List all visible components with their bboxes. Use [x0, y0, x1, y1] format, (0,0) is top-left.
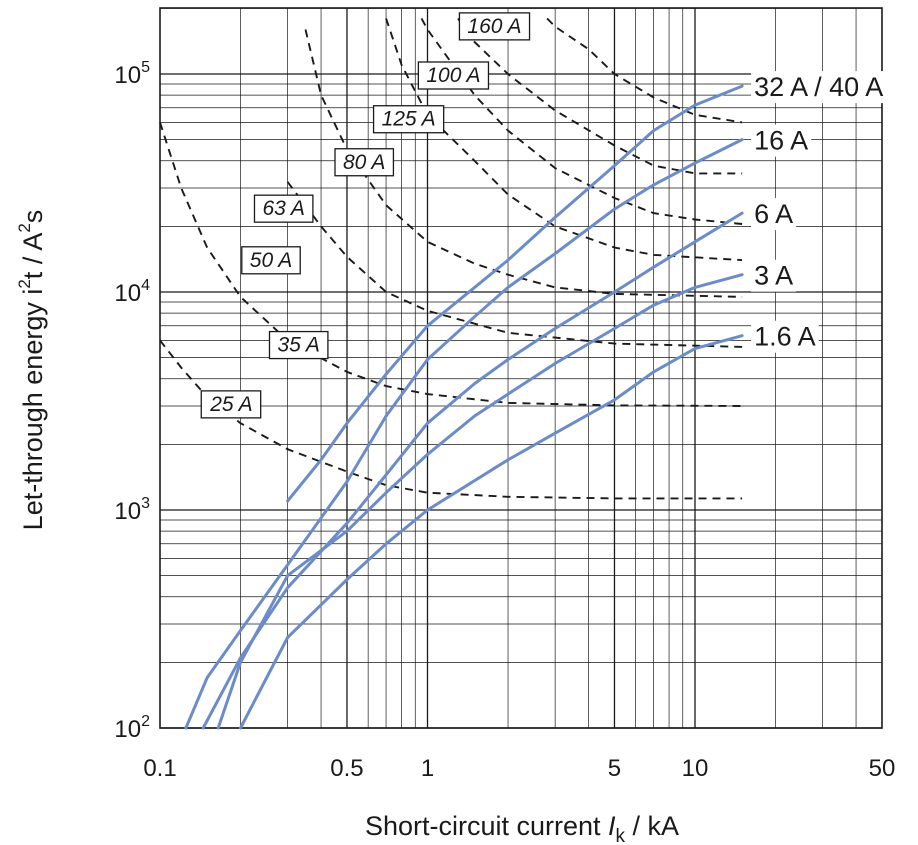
fuse-label-50a: 50 A: [242, 247, 300, 274]
fuse-curve-50a: [288, 182, 742, 347]
fuse-label-80a: 80 A: [335, 149, 393, 176]
fuse-curve-100a: [458, 18, 742, 173]
plot-frame: [160, 8, 882, 728]
fuse-label-160a: 160 A: [459, 13, 529, 40]
series-label: 16 A: [754, 126, 808, 156]
y-tick-label: 102: [114, 713, 150, 743]
fuse-label-25a: 25 A: [201, 391, 260, 418]
fuse-curve-160a: [547, 18, 742, 122]
x-tick-labels: 0.1 0.5 1 5 10 50: [143, 755, 895, 782]
fuse-label-text: 35 A: [277, 334, 319, 357]
series-labels: 1.6 A 3 A 6 A 16 A 32 A / 40 A: [751, 71, 886, 353]
fuse-label-text: 25 A: [209, 393, 252, 416]
fuse-label-125a: 125 A: [374, 106, 444, 133]
y-tick-label: 104: [114, 277, 150, 307]
grid: [160, 8, 882, 728]
x-tick-label: 0.5: [330, 755, 363, 782]
series-label: 32 A / 40 A: [754, 72, 883, 102]
fuse-label-text: 100 A: [426, 64, 480, 87]
y-tick-label: 103: [114, 495, 150, 525]
fuse-label-text: 80 A: [343, 151, 385, 174]
x-tick-label: 0.1: [143, 755, 176, 782]
fuse-curve-25a: [160, 340, 742, 498]
fuse-label-100a: 100 A: [418, 62, 488, 89]
x-tick-label: 10: [682, 755, 709, 782]
fuse-label-text: 63 A: [262, 197, 304, 220]
fuse-label-text: 50 A: [250, 249, 292, 272]
y-tick-labels: 102 103 104 105: [114, 59, 150, 743]
x-axis-label: Short-circuit current Ik / kA: [365, 811, 679, 845]
fuse-curve-80a: [386, 18, 742, 260]
fuse-label-35a: 35 A: [269, 332, 327, 359]
fuse-label-63a: 63 A: [254, 195, 312, 222]
y-tick-label: 105: [114, 59, 150, 89]
y-axis-label: Let-through energy i2t / A2s: [15, 210, 48, 531]
x-tick-label: 5: [608, 755, 621, 782]
plot-border: [160, 8, 882, 728]
data-series: [186, 86, 742, 728]
series-label: 3 A: [754, 261, 793, 291]
series-line-1.6a: [241, 336, 743, 728]
x-tick-label: 50: [869, 755, 896, 782]
x-tick-label: 1: [421, 755, 434, 782]
series-line-16a: [186, 140, 742, 728]
fuse-label-text: 125 A: [382, 108, 436, 131]
series-label: 1.6 A: [754, 322, 816, 352]
series-label: 6 A: [754, 199, 793, 229]
fuse-label-text: 160 A: [467, 15, 521, 38]
